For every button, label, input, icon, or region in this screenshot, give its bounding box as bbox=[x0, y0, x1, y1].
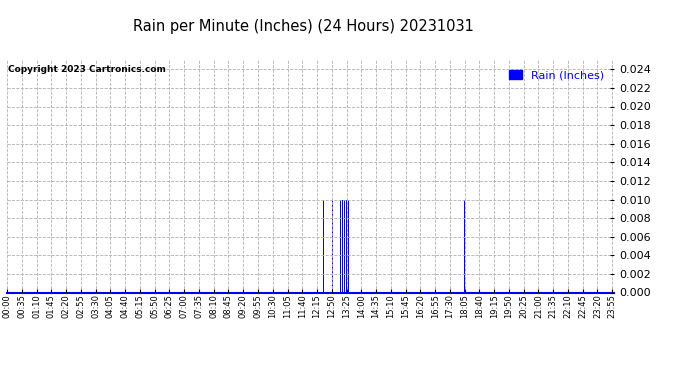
Text: Rain per Minute (Inches) (24 Hours) 20231031: Rain per Minute (Inches) (24 Hours) 2023… bbox=[133, 19, 474, 34]
Text: Copyright 2023 Cartronics.com: Copyright 2023 Cartronics.com bbox=[8, 64, 166, 74]
Legend: Rain (Inches): Rain (Inches) bbox=[504, 66, 609, 84]
